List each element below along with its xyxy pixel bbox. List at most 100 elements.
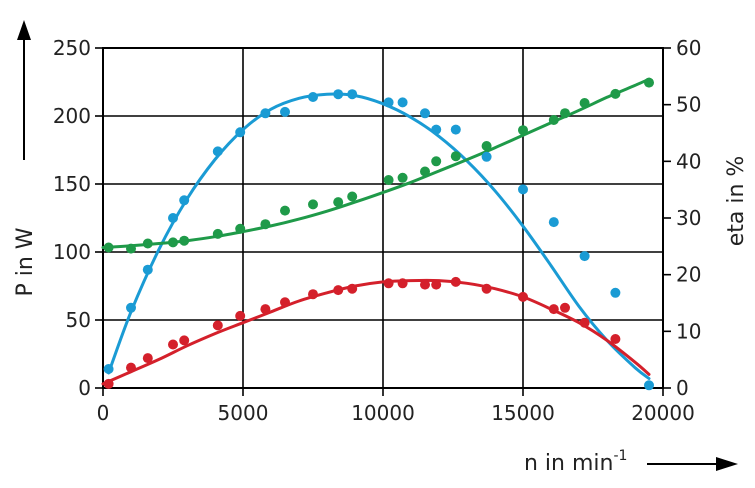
right-tick-label-5: 50 — [676, 93, 701, 117]
series-1-point-5 — [212, 320, 223, 331]
plot-frame — [102, 47, 664, 389]
series-1-point-21 — [579, 317, 590, 328]
series-1-point-15 — [431, 279, 442, 290]
series-1-point-10 — [333, 285, 344, 296]
series-0-point-14 — [420, 108, 430, 119]
series-1-point-7 — [260, 304, 271, 315]
series-1-point-19 — [548, 304, 559, 315]
series-0-point-22 — [644, 380, 654, 391]
series-2-point-23 — [644, 77, 654, 88]
fit-curve-1 — [101, 278, 651, 386]
left-tick-label-4: 200 — [53, 104, 91, 128]
left-tick-label-5: 250 — [53, 36, 91, 60]
series-1-point-0 — [103, 378, 114, 389]
left-tick-label-0: 0 — [78, 376, 91, 400]
series-1-point-13 — [397, 278, 408, 289]
fit-curve-0 — [107, 92, 651, 380]
right-axis-title: eta in % — [724, 156, 749, 247]
right-tick-label-2: 20 — [676, 263, 701, 287]
series-2-point-7 — [260, 219, 271, 230]
series-1-point-6 — [235, 310, 246, 321]
series-2-point-6 — [235, 223, 246, 234]
series-2-point-10 — [333, 197, 344, 208]
series-0-point-4 — [179, 195, 190, 206]
series-0-point-1 — [126, 302, 136, 313]
x-tick-label-2: 10000 — [351, 401, 415, 425]
series-1-point-12 — [383, 278, 394, 289]
right-tick-label-1: 10 — [676, 319, 701, 343]
series-0-point-20 — [579, 251, 590, 262]
left-tick-label-3: 150 — [53, 172, 91, 196]
left-tick-label-1: 50 — [66, 308, 91, 332]
x-tick-label-3: 15000 — [491, 401, 555, 425]
series-1-point-3 — [168, 339, 178, 350]
series-1-point-22 — [610, 334, 621, 344]
series-1-point-8 — [280, 297, 290, 308]
series-0-point-9 — [308, 92, 318, 102]
series-0-point-7 — [260, 108, 271, 119]
series-1-point-4 — [179, 335, 190, 346]
series-2-point-5 — [212, 228, 223, 239]
fit-curve-2 — [101, 77, 651, 249]
series-1-point-9 — [308, 289, 318, 300]
series-0-point-0 — [103, 364, 114, 374]
right-tick-label-3: 30 — [676, 206, 701, 230]
fit-curves — [101, 77, 651, 386]
series-2-point-17 — [481, 141, 492, 151]
series-0-point-5 — [212, 146, 223, 157]
right-y-tick-labels: 0 10 20 30 40 50 60 — [676, 36, 701, 400]
series-0-point-16 — [450, 124, 461, 135]
series-1-point-18 — [518, 291, 528, 302]
series-0-point-11 — [347, 89, 358, 100]
series-0-point-19 — [548, 217, 559, 228]
right-tick-label-0: 0 — [676, 376, 689, 400]
right-tick-label-6: 60 — [676, 36, 701, 60]
series-1-point-11 — [347, 283, 358, 294]
series-2-point-4 — [179, 235, 190, 246]
series-2-point-3 — [168, 237, 178, 248]
series-2-point-13 — [397, 172, 408, 183]
series-2-point-20 — [560, 108, 570, 119]
series-0-point-3 — [168, 213, 178, 223]
left-axis-title-group: P in W — [13, 20, 38, 297]
series-2-point-9 — [308, 199, 318, 210]
series-0-point-12 — [383, 97, 394, 108]
series-1-point-1 — [126, 362, 136, 373]
series-1-point-2 — [142, 353, 153, 364]
series-1-point-14 — [420, 279, 430, 290]
series-2-point-2 — [142, 238, 153, 249]
series-2-point-16 — [450, 151, 461, 162]
series-1-point-16 — [450, 276, 461, 287]
series-2-point-1 — [126, 243, 136, 254]
left-tick-label-2: 100 — [53, 240, 91, 264]
x-tick-label-1: 5000 — [218, 401, 269, 425]
x-tick-label-4: 20000 — [631, 401, 695, 425]
x-axis-title: n in min-1 — [524, 448, 627, 476]
series-2-point-21 — [579, 98, 590, 108]
x-tick-labels: 0 5000 10000 15000 20000 — [97, 401, 695, 425]
series-2-point-0 — [103, 242, 114, 253]
series-0-point-18 — [518, 184, 528, 195]
data-points — [103, 77, 654, 391]
x-axis-title-group: n in min-1 — [524, 448, 738, 476]
series-0-point-15 — [431, 124, 442, 135]
series-2-point-11 — [347, 191, 358, 202]
series-1-point-20 — [560, 302, 570, 313]
x-axis-arrowhead — [716, 457, 738, 471]
series-2-point-8 — [280, 205, 290, 216]
series-0-point-8 — [280, 106, 290, 117]
left-y-tick-labels: 0 50 100 150 200 250 — [53, 36, 91, 400]
series-2-point-19 — [548, 115, 559, 125]
series-0-point-17 — [481, 151, 492, 162]
series-2-point-14 — [420, 166, 430, 177]
x-axis-title-sup: -1 — [613, 448, 627, 464]
left-axis-arrowhead — [17, 20, 31, 40]
series-1-point-17 — [481, 283, 492, 294]
series-0-point-10 — [333, 89, 344, 100]
series-2-point-18 — [518, 125, 528, 136]
series-0-point-21 — [610, 287, 621, 298]
series-0-point-2 — [142, 264, 153, 275]
series-0-point-13 — [397, 97, 408, 108]
x-tick-label-0: 0 — [97, 401, 110, 425]
